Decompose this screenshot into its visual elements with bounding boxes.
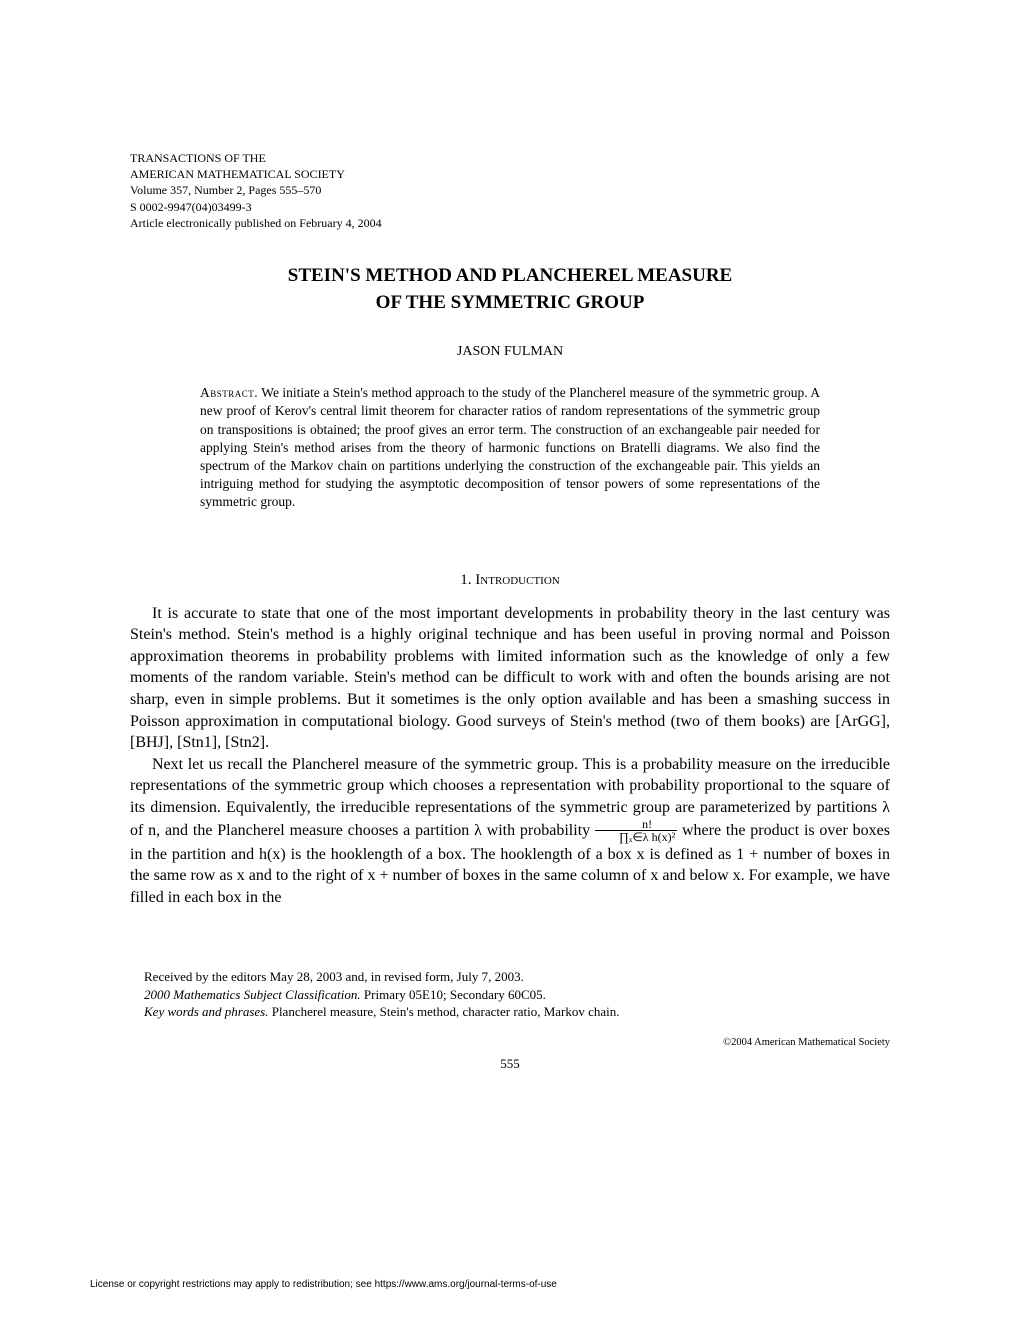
keywords-note: Key words and phrases. Plancherel measur… — [130, 1003, 890, 1021]
license-footer: License or copyright restrictions may ap… — [90, 1279, 557, 1290]
section-number: 1. — [460, 572, 471, 588]
title-line-2: OF THE SYMMETRIC GROUP — [130, 290, 890, 317]
journal-header: TRANSACTIONS OF THE AMERICAN MATHEMATICA… — [130, 150, 890, 231]
journal-name-1: TRANSACTIONS OF THE — [130, 150, 890, 166]
section-heading: 1. Introduction — [130, 572, 890, 589]
abstract-block: Abstract. We initiate a Stein's method a… — [200, 384, 820, 512]
body-text: It is accurate to state that one of the … — [130, 603, 890, 909]
title-line-1: STEIN'S METHOD AND PLANCHEREL MEASURE — [130, 263, 890, 290]
footnotes: Received by the editors May 28, 2003 and… — [130, 968, 890, 1021]
received-note: Received by the editors May 28, 2003 and… — [130, 968, 890, 986]
msc-note: 2000 Mathematics Subject Classification.… — [130, 986, 890, 1004]
paragraph-2: Next let us recall the Plancherel measur… — [130, 754, 890, 909]
section-title: Introduction — [475, 572, 559, 588]
abstract-text: We initiate a Stein's method approach to… — [200, 385, 820, 509]
page-number: 555 — [130, 1056, 890, 1072]
msc-text: Primary 05E10; Secondary 60C05. — [361, 987, 546, 1002]
msc-label: 2000 Mathematics Subject Classification. — [144, 987, 361, 1002]
fraction-numerator: n! — [595, 818, 677, 831]
keywords-label: Key words and phrases. — [144, 1004, 268, 1019]
paper-page: TRANSACTIONS OF THE AMERICAN MATHEMATICA… — [0, 0, 1020, 1132]
article-id: S 0002-9947(04)03499-3 — [130, 199, 890, 215]
author-name: JASON FULMAN — [130, 344, 890, 360]
article-title: STEIN'S METHOD AND PLANCHEREL MEASURE OF… — [130, 263, 890, 316]
volume-info: Volume 357, Number 2, Pages 555–570 — [130, 182, 890, 198]
paragraph-1: It is accurate to state that one of the … — [130, 603, 890, 754]
journal-name-2: AMERICAN MATHEMATICAL SOCIETY — [130, 166, 890, 182]
copyright-notice: ©2004 American Mathematical Society — [130, 1037, 890, 1048]
fraction-denominator: ∏ₓ∈λ h(x)² — [595, 831, 677, 843]
abstract-label: Abstract. — [200, 385, 258, 400]
pub-date: Article electronically published on Febr… — [130, 215, 890, 231]
fraction-formula: n!∏ₓ∈λ h(x)² — [595, 818, 677, 843]
keywords-text: Plancherel measure, Stein's method, char… — [268, 1004, 619, 1019]
